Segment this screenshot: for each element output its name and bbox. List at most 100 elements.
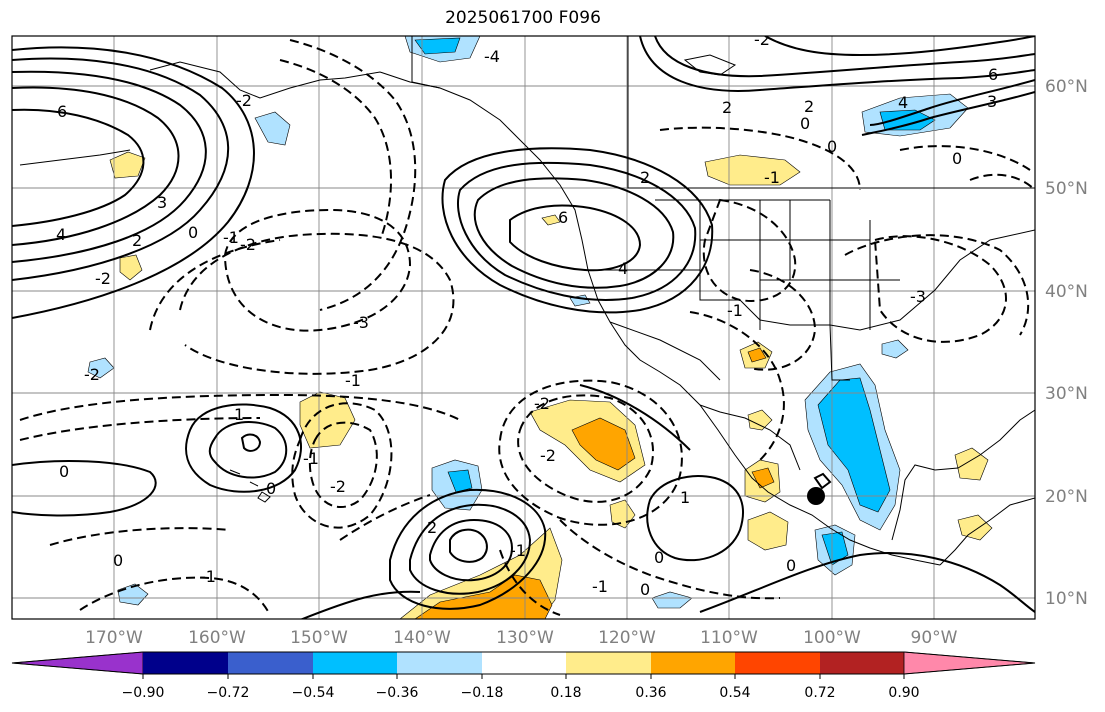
shade-yellow	[957, 514, 993, 541]
lon-label: 120°W	[598, 628, 656, 648]
colorbar-tick-label: 0.54	[719, 685, 750, 701]
colorbar-tick-label: −0.54	[292, 685, 335, 701]
contour-label: -2	[540, 446, 556, 465]
shade-light-blue	[651, 591, 693, 609]
colorbar-segment	[313, 652, 397, 674]
lat-label: 60°N	[1045, 77, 1088, 97]
colorbar-extend-high	[903, 651, 1036, 675]
contour-label: 4	[56, 225, 66, 244]
contour-label: -1	[764, 168, 780, 187]
colorbar-tick-label: −0.36	[376, 685, 419, 701]
shade-orange	[571, 417, 636, 471]
contour-label: 4	[898, 93, 908, 112]
contour-label: -1	[200, 567, 216, 586]
longitude-axis: 170°W 160°W 150°W 140°W 130°W 120°W 110°…	[85, 628, 958, 648]
lon-label: 170°W	[85, 628, 143, 648]
storm-outline-marker	[813, 472, 832, 490]
lon-label: 90°W	[911, 628, 958, 648]
lat-label: 40°N	[1045, 282, 1088, 302]
contour-label: 6	[558, 208, 568, 227]
shade-yellow	[541, 214, 561, 226]
contour-label: -2	[534, 394, 550, 413]
lat-label: 20°N	[1045, 487, 1088, 507]
contour-label: -4	[484, 47, 500, 66]
contour-label: 2	[804, 97, 814, 116]
contour-label: -3	[353, 313, 369, 332]
contour-label: -1	[223, 228, 239, 247]
contour-label: 3	[157, 193, 167, 212]
colorbar-segment	[735, 652, 820, 674]
contour-label: -1	[345, 371, 361, 390]
shade-orange	[747, 347, 767, 363]
contour-label: 0	[786, 556, 796, 575]
map-title: 2025061700 F096	[445, 8, 601, 28]
lon-label: 160°W	[188, 628, 246, 648]
colorbar-tick-label: 0.90	[888, 685, 919, 701]
colorbar-tick-label: 0.36	[635, 685, 666, 701]
lon-label: 100°W	[803, 628, 861, 648]
contour-label: 6	[57, 102, 67, 121]
contour-label: 0	[827, 137, 837, 156]
lon-label: 140°W	[393, 628, 451, 648]
shade-yellow	[119, 254, 143, 281]
lat-label: 50°N	[1045, 179, 1088, 199]
contour-label: 0	[59, 462, 69, 481]
contour-label: 2	[427, 518, 437, 537]
contour-label: 1	[680, 488, 690, 507]
contour-label: 0	[800, 114, 810, 133]
contour-label: 0	[188, 223, 198, 242]
contour-label: -2	[330, 477, 346, 496]
shade-light-blue	[881, 339, 909, 359]
contour-label: 2	[722, 98, 732, 117]
colorbar-segment	[820, 652, 904, 674]
contour-label: -2	[754, 30, 770, 49]
shade-yellow	[747, 511, 789, 551]
lat-label: 10°N	[1045, 589, 1088, 609]
colorbar-segment	[228, 652, 313, 674]
contour-label: 4	[618, 259, 628, 278]
shade-light-blue	[87, 357, 115, 379]
lon-label: 150°W	[290, 628, 348, 648]
contour-label: -1	[510, 541, 526, 560]
map-frame	[11, 35, 1036, 620]
storm-position-marker	[807, 487, 825, 505]
contours-dashed	[19, 39, 1035, 616]
colorbar-extend-low	[11, 651, 144, 675]
contour-label: 0	[952, 149, 962, 168]
contour-label: -2	[240, 235, 256, 254]
contour-label: 0	[640, 580, 650, 599]
shade-light-blue	[254, 111, 291, 146]
contour-label: -1	[303, 449, 319, 468]
colorbar-segment	[397, 652, 482, 674]
colorbar-tick-label: 0.72	[804, 685, 835, 701]
contour-label: -3	[910, 287, 926, 306]
contour-label: 0	[266, 479, 276, 498]
lon-label: 110°W	[700, 628, 758, 648]
lat-label: 30°N	[1045, 384, 1088, 404]
shade-blue	[447, 469, 473, 493]
shade-blue	[821, 531, 849, 566]
colorbar-segment	[566, 652, 651, 674]
coastlines	[19, 36, 1035, 566]
colorbar-segment	[651, 652, 735, 674]
contour-label: -1	[592, 577, 608, 596]
lon-label: 130°W	[496, 628, 554, 648]
shade-yellow	[954, 447, 989, 481]
contour-label: -2	[236, 91, 252, 110]
contour-label: 2	[132, 231, 142, 250]
contour-label: -1	[727, 301, 743, 320]
contours-solid	[12, 36, 1035, 619]
colorbar: −0.90 −0.72 −0.54 −0.36 −0.18 0.18 0.36 …	[11, 651, 1036, 701]
contour-label: 0	[654, 548, 664, 567]
contour-label: 6	[988, 65, 998, 84]
contour-label: 2	[640, 168, 650, 187]
contour-label: -2	[84, 365, 100, 384]
colorbar-segment	[143, 652, 228, 674]
colorbar-tick-label: −0.72	[207, 685, 250, 701]
contour-label: 1	[234, 405, 244, 424]
colorbar-tick-label: 0.18	[550, 685, 581, 701]
colorbar-tick-label: −0.18	[461, 685, 504, 701]
shade-yellow	[747, 409, 773, 431]
contour-label-group: 6 4 3 2 6 6 4 3 2 2 4 2 1 1 2 0 0 0 0 0 …	[56, 30, 998, 599]
